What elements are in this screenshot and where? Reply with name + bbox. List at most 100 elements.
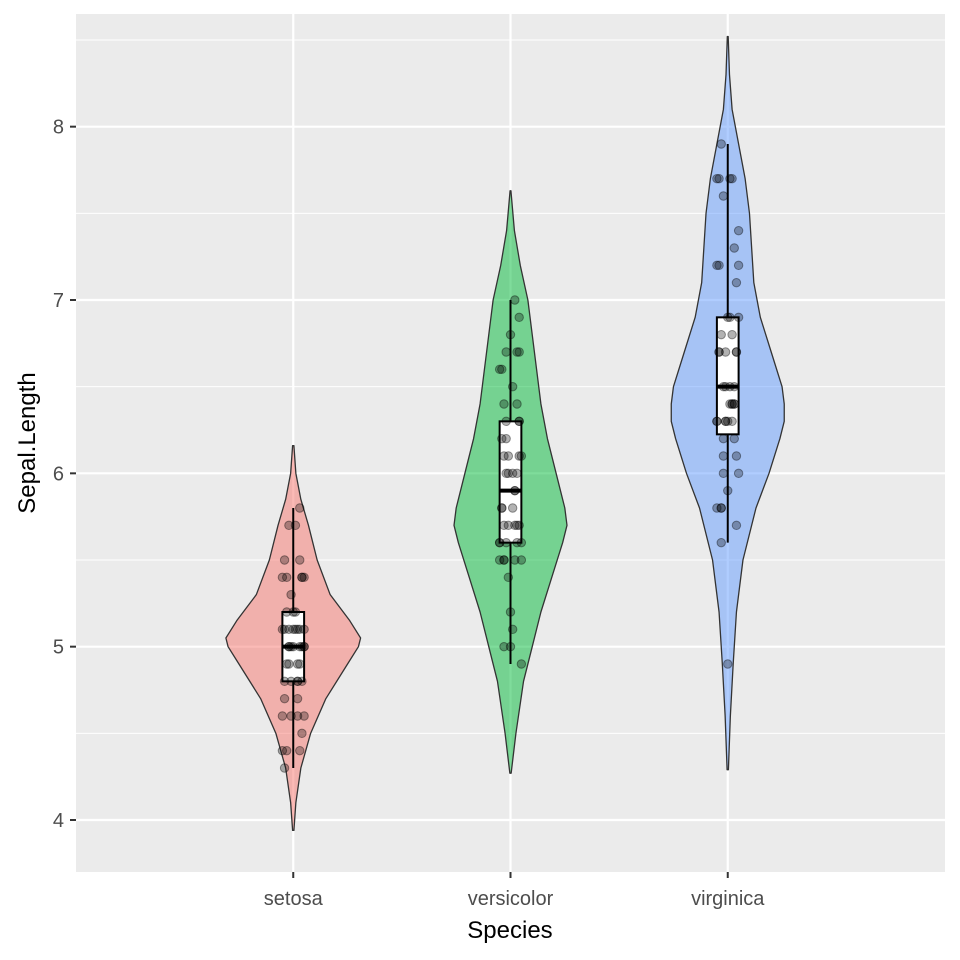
data-point bbox=[299, 641, 309, 652]
data-point bbox=[723, 416, 733, 427]
data-point bbox=[297, 572, 307, 583]
data-point bbox=[286, 641, 296, 652]
data-point bbox=[284, 520, 294, 531]
data-point bbox=[507, 624, 518, 635]
data-point bbox=[733, 312, 744, 323]
data-point bbox=[507, 503, 518, 513]
data-point bbox=[297, 728, 307, 739]
data-point bbox=[723, 312, 733, 323]
data-point bbox=[729, 243, 739, 253]
data-point bbox=[718, 433, 729, 444]
data-point bbox=[501, 433, 511, 444]
data-point bbox=[725, 399, 735, 409]
data-point bbox=[514, 451, 524, 461]
box-virginica bbox=[715, 316, 740, 436]
data-point bbox=[295, 555, 305, 565]
data-point bbox=[277, 624, 288, 635]
data-point bbox=[716, 503, 726, 513]
data-point bbox=[712, 173, 722, 184]
data-point bbox=[279, 763, 290, 773]
violins bbox=[225, 35, 785, 832]
data-point bbox=[284, 641, 294, 652]
data-point bbox=[725, 173, 735, 184]
data-point bbox=[279, 555, 290, 565]
data-point bbox=[288, 607, 298, 617]
data-point bbox=[286, 711, 296, 721]
data-point bbox=[725, 381, 735, 392]
data-point bbox=[733, 468, 744, 479]
data-point bbox=[505, 607, 516, 617]
data-point bbox=[727, 399, 737, 409]
data-point bbox=[279, 624, 290, 635]
data-point bbox=[714, 347, 724, 357]
data-point bbox=[712, 260, 722, 271]
data-point bbox=[727, 329, 737, 340]
data-point bbox=[510, 295, 520, 305]
data-point bbox=[514, 312, 524, 323]
data-point bbox=[292, 711, 303, 721]
data-point bbox=[731, 451, 742, 461]
data-point bbox=[279, 676, 290, 687]
data-point bbox=[723, 659, 733, 669]
data-point bbox=[725, 312, 735, 323]
data-point bbox=[284, 641, 294, 652]
data-point bbox=[712, 416, 722, 427]
y-tick-label: 7 bbox=[53, 290, 64, 312]
data-point bbox=[505, 329, 516, 340]
x-tick-label: virginica bbox=[691, 888, 765, 910]
data-point bbox=[295, 624, 305, 635]
data-point bbox=[510, 555, 520, 565]
data-point bbox=[731, 520, 742, 531]
data-point bbox=[503, 572, 514, 583]
data-point bbox=[292, 676, 303, 687]
data-point bbox=[295, 503, 305, 513]
data-point bbox=[514, 520, 524, 531]
data-point bbox=[299, 641, 309, 652]
data-point bbox=[290, 624, 301, 635]
data-point bbox=[292, 676, 303, 687]
y-axis-title: Sepal.Length bbox=[14, 372, 41, 513]
data-point bbox=[514, 347, 524, 357]
data-point bbox=[282, 572, 292, 583]
data-point bbox=[507, 381, 518, 392]
data-point bbox=[507, 468, 518, 479]
box-versicolor bbox=[498, 420, 523, 544]
data-point bbox=[733, 225, 744, 236]
data-point bbox=[292, 624, 303, 635]
data-point bbox=[299, 624, 309, 635]
data-point bbox=[716, 503, 726, 513]
data-point bbox=[718, 191, 729, 201]
data-point bbox=[494, 364, 505, 375]
data-point bbox=[510, 485, 520, 496]
data-point bbox=[499, 399, 509, 409]
data-point bbox=[516, 555, 527, 565]
data-point bbox=[512, 537, 522, 548]
data-point bbox=[503, 451, 514, 461]
data-point bbox=[299, 572, 309, 583]
data-point bbox=[279, 693, 290, 704]
data-point bbox=[497, 433, 507, 444]
data-point bbox=[720, 416, 731, 427]
data-point bbox=[512, 520, 522, 531]
data-point bbox=[516, 537, 527, 548]
data-point bbox=[497, 364, 507, 375]
data-point bbox=[501, 468, 511, 479]
y-tick-label: 8 bbox=[53, 117, 64, 139]
data-point bbox=[299, 711, 309, 721]
data-point bbox=[512, 399, 522, 409]
data-point bbox=[514, 416, 524, 427]
data-point bbox=[288, 624, 298, 635]
data-point bbox=[512, 468, 522, 479]
data-point bbox=[494, 537, 505, 548]
data-point bbox=[286, 676, 296, 687]
data-point bbox=[512, 347, 522, 357]
data-point bbox=[720, 347, 731, 357]
data-point bbox=[733, 260, 744, 271]
data-point bbox=[510, 485, 520, 496]
data-point bbox=[282, 745, 292, 756]
data-point bbox=[501, 347, 511, 357]
data-point bbox=[501, 537, 511, 548]
data-point bbox=[499, 555, 509, 565]
data-point bbox=[277, 711, 288, 721]
